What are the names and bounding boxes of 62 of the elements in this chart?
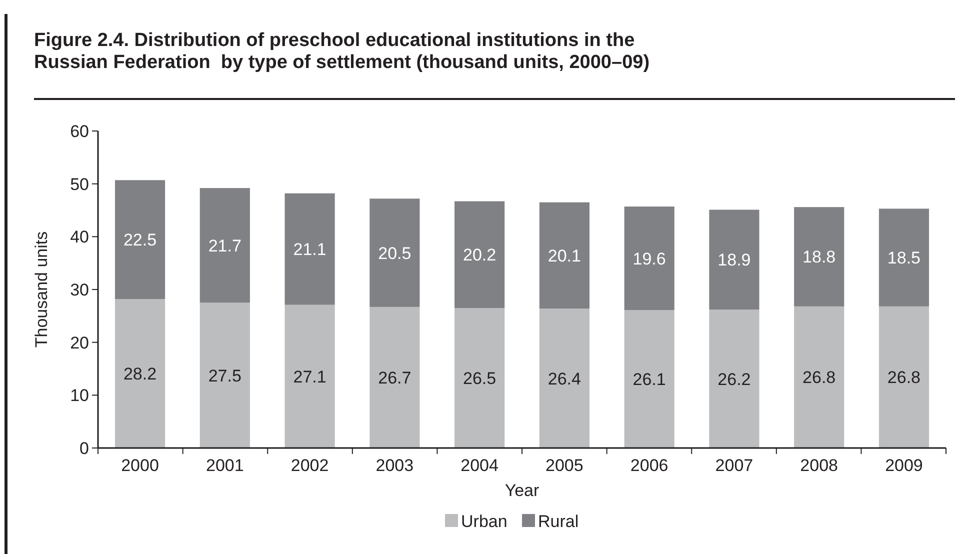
data-label: 21.7 bbox=[208, 236, 242, 256]
data-label: 26.8 bbox=[887, 368, 921, 388]
bar bbox=[539, 202, 590, 309]
bar bbox=[709, 310, 760, 448]
data-label: 26.2 bbox=[718, 370, 751, 389]
bar bbox=[878, 306, 930, 448]
data-label: 26.7 bbox=[378, 368, 412, 388]
x-axis-title: Year bbox=[504, 481, 540, 500]
y-tick-label: 40 bbox=[70, 228, 89, 247]
x-tick-label: 2002 bbox=[290, 456, 329, 475]
x-tick-label: 2009 bbox=[885, 456, 923, 475]
bar bbox=[284, 304, 335, 448]
legend-label: Urban bbox=[461, 512, 508, 531]
data-label: 20.2 bbox=[463, 246, 496, 265]
bar bbox=[624, 310, 674, 448]
legend-label: Rural bbox=[538, 512, 579, 531]
x-tick-label: 2008 bbox=[800, 456, 838, 475]
bar bbox=[454, 308, 505, 448]
bar bbox=[624, 206, 674, 310]
y-axis-title: Thousand units bbox=[32, 231, 51, 348]
bar bbox=[370, 306, 420, 448]
data-label: 18.8 bbox=[802, 248, 836, 267]
bar bbox=[284, 193, 335, 305]
bar bbox=[370, 198, 420, 307]
x-tick-label: 2007 bbox=[715, 456, 754, 475]
bar bbox=[200, 302, 250, 448]
x-tick-label: 2005 bbox=[546, 456, 584, 475]
data-label: 19.6 bbox=[632, 249, 666, 268]
y-tick-label: 10 bbox=[70, 386, 89, 406]
data-label: 26.5 bbox=[463, 368, 496, 388]
data-label: 26.8 bbox=[802, 368, 836, 388]
x-tick-label: 2004 bbox=[460, 456, 498, 475]
bar bbox=[709, 210, 760, 310]
data-label: 27.1 bbox=[293, 367, 326, 386]
bar bbox=[794, 306, 844, 448]
data-label: 18.9 bbox=[718, 250, 751, 270]
data-label: 20.5 bbox=[378, 244, 412, 263]
y-tick-label: 20 bbox=[70, 333, 89, 352]
data-label: 22.5 bbox=[123, 230, 157, 250]
y-tick-label: 30 bbox=[70, 280, 89, 300]
bar bbox=[539, 308, 590, 448]
data-label: 26.1 bbox=[632, 370, 666, 390]
data-label: 21.1 bbox=[293, 240, 326, 260]
chart-title: Figure 2.4. Distribution of preschool educational institutions in the Russian Federation by type of settlement (thousand units, 2000–09) bbox=[34, 30, 650, 73]
data-label: 26.4 bbox=[548, 369, 581, 388]
bar bbox=[200, 188, 250, 303]
bar bbox=[114, 299, 166, 448]
bar bbox=[114, 180, 166, 300]
y-tick-label: 50 bbox=[70, 174, 89, 194]
data-label: 20.1 bbox=[548, 246, 581, 266]
data-label: 28.2 bbox=[123, 364, 157, 384]
bar bbox=[878, 208, 930, 306]
bar bbox=[454, 201, 505, 308]
data-label: 27.5 bbox=[208, 366, 242, 386]
x-tick-label: 2006 bbox=[630, 456, 668, 475]
data-label: 18.5 bbox=[887, 248, 921, 268]
y-tick-label: 60 bbox=[70, 122, 89, 141]
x-tick-label: 2001 bbox=[206, 456, 244, 475]
y-tick-label: 0 bbox=[80, 439, 89, 458]
x-tick-label: 2000 bbox=[121, 456, 159, 475]
x-tick-label: 2003 bbox=[376, 456, 414, 475]
bar bbox=[794, 207, 844, 306]
